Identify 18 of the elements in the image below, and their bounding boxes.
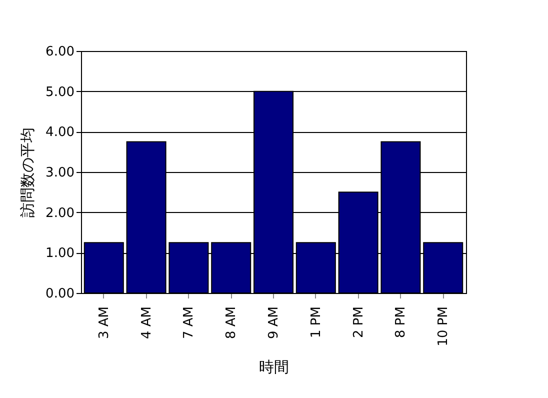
x-tick-label: 3 AM <box>96 306 112 340</box>
y-tick-label: 2.00 <box>46 206 74 221</box>
y-tick-label: 4.00 <box>46 125 74 140</box>
x-axis-title: 時間 <box>259 358 289 376</box>
y-tick-label: 1.00 <box>46 246 74 262</box>
y-tick-label: 3.00 <box>46 166 74 180</box>
y-tick-label: 5.00 <box>46 84 74 100</box>
x-tick-label: 10 PM <box>436 306 452 346</box>
x-tick-label: 1 PM <box>308 306 324 338</box>
x-tick-label: 8 PM <box>394 306 409 338</box>
x-tick-label: 2 PM <box>351 306 366 338</box>
x-tick-label: 8 AM <box>224 306 240 340</box>
y-axis-title: 訪問数の平均 <box>18 128 37 218</box>
y-tick-label: 0.00 <box>46 286 74 302</box>
x-tick-label: 7 AM <box>182 306 197 340</box>
x-tick-label: 9 AM <box>266 306 282 340</box>
y-tick-label: 6.00 <box>46 44 74 60</box>
x-tick-label: 4 AM <box>139 306 154 340</box>
